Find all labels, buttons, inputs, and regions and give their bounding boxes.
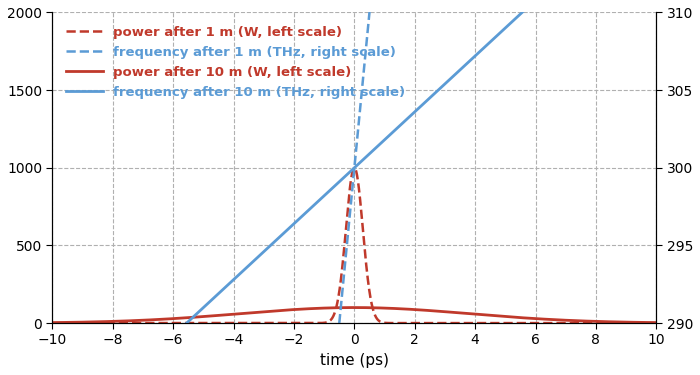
- power after 10 m (W, left scale): [350, 305, 358, 310]
- frequency after 10 m (THz, right scale): [414, 107, 422, 111]
- frequency after 10 m (THz, right scale): [481, 45, 489, 49]
- power after 1 m (W, left scale): [48, 321, 57, 326]
- Legend: power after 1 m (W, left scale), frequency after 1 m (THz, right scale), power a: power after 1 m (W, left scale), frequen…: [59, 19, 412, 106]
- frequency after 10 m (THz, right scale): [199, 306, 207, 310]
- power after 10 m (W, left scale): [652, 320, 661, 325]
- power after 10 m (W, left scale): [48, 320, 57, 325]
- power after 1 m (W, left scale): [350, 165, 358, 170]
- Line: power after 1 m (W, left scale): power after 1 m (W, left scale): [52, 168, 657, 323]
- Line: frequency after 10 m (THz, right scale): frequency after 10 m (THz, right scale): [52, 0, 657, 375]
- power after 10 m (W, left scale): [613, 320, 622, 324]
- power after 1 m (W, left scale): [436, 321, 445, 326]
- X-axis label: time (ps): time (ps): [320, 353, 389, 368]
- power after 1 m (W, left scale): [652, 321, 661, 326]
- power after 1 m (W, left scale): [613, 321, 622, 326]
- power after 10 m (W, left scale): [414, 308, 422, 312]
- power after 1 m (W, left scale): [481, 321, 489, 326]
- power after 1 m (W, left scale): [414, 321, 422, 326]
- power after 1 m (W, left scale): [199, 321, 207, 326]
- power after 1 m (W, left scale): [334, 297, 342, 301]
- Line: frequency after 1 m (THz, right scale): frequency after 1 m (THz, right scale): [52, 0, 657, 375]
- Line: power after 10 m (W, left scale): power after 10 m (W, left scale): [52, 308, 657, 322]
- frequency after 1 m (THz, right scale): [334, 333, 342, 338]
- power after 10 m (W, left scale): [481, 313, 489, 317]
- power after 10 m (W, left scale): [199, 314, 207, 319]
- frequency after 10 m (THz, right scale): [436, 86, 445, 91]
- frequency after 10 m (THz, right scale): [334, 181, 342, 185]
- power after 10 m (W, left scale): [436, 309, 445, 314]
- power after 10 m (W, left scale): [334, 306, 342, 310]
